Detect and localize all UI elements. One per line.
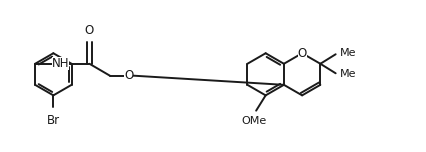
Text: Me: Me xyxy=(340,48,357,58)
Text: Me: Me xyxy=(340,69,357,79)
Text: Br: Br xyxy=(47,114,60,127)
Text: O: O xyxy=(124,69,133,82)
Text: O: O xyxy=(85,24,94,37)
Text: NH: NH xyxy=(52,57,69,70)
Text: OMe: OMe xyxy=(241,116,266,126)
Text: O: O xyxy=(297,47,307,60)
